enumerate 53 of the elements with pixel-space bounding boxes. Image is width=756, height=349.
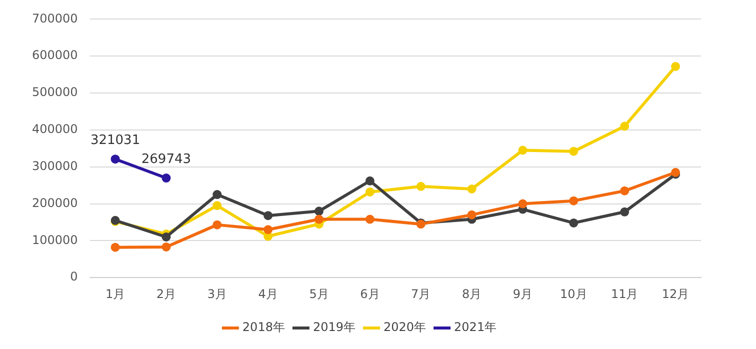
point [671, 62, 680, 71]
x-tick-label: 3月 [207, 286, 227, 301]
point [365, 176, 374, 186]
legend-label: 2021年 [454, 320, 497, 334]
x-tick-label: 8月 [462, 286, 482, 301]
point [416, 182, 426, 191]
point [162, 242, 171, 252]
x-tick-label: 12月 [662, 286, 690, 301]
x-tick-label: 11月 [610, 286, 638, 301]
point [162, 232, 171, 242]
point [212, 201, 222, 210]
x-tick-label: 1月 [105, 286, 126, 301]
point [110, 154, 120, 164]
y-tick-label: 400000 [32, 122, 78, 136]
x-tick-label: 4月 [258, 286, 278, 301]
y-tick-label: 600000 [32, 48, 78, 62]
point [620, 207, 630, 216]
point [365, 214, 374, 224]
point [212, 190, 222, 200]
data-label: 321031 [90, 132, 140, 148]
legend-label: 2019年 [312, 320, 356, 334]
point [467, 210, 476, 220]
x-tick-label: 10月 [560, 286, 588, 301]
point [620, 122, 630, 131]
data-label: 269743 [141, 152, 192, 167]
legend-label: 2020年 [384, 320, 426, 334]
point [314, 206, 324, 216]
x-tick-label: 9月 [512, 286, 533, 301]
point [569, 218, 578, 228]
y-tick-label: 100000 [32, 232, 78, 247]
y-tick-label: 200000 [32, 196, 78, 210]
point [162, 174, 171, 183]
point [365, 187, 374, 196]
point [569, 196, 578, 206]
x-tick-label: 7月 [411, 286, 431, 301]
y-tick-label: 700000 [32, 11, 78, 26]
x-tick-label: 6月 [360, 286, 380, 301]
x-tick-label: 2月 [156, 286, 176, 301]
point [110, 242, 120, 252]
point [569, 146, 578, 156]
point [518, 146, 528, 155]
point [620, 186, 630, 196]
legend-label: 2018年 [242, 320, 285, 334]
y-tick-label: 300000 [32, 158, 78, 173]
y-tick-label: 500000 [32, 85, 78, 100]
point [264, 225, 273, 234]
point [518, 199, 528, 208]
point [314, 214, 324, 224]
y-tick-label: 0 [70, 270, 78, 284]
point [467, 184, 476, 194]
point [212, 220, 222, 230]
point [264, 211, 273, 220]
x-tick-label: 5月 [309, 286, 329, 301]
